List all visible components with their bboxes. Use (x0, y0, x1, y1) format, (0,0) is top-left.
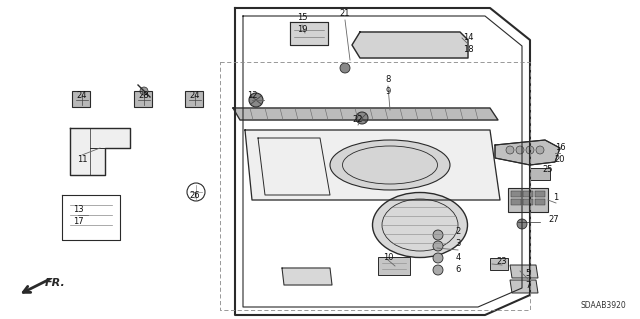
Text: 3: 3 (455, 239, 461, 248)
Text: 18: 18 (463, 44, 474, 54)
Circle shape (516, 146, 524, 154)
Circle shape (249, 93, 263, 107)
Polygon shape (510, 280, 538, 293)
Text: 17: 17 (73, 217, 83, 226)
Circle shape (536, 146, 544, 154)
Text: 16: 16 (555, 144, 565, 152)
Ellipse shape (330, 140, 450, 190)
Text: 7: 7 (525, 280, 531, 290)
Text: 19: 19 (297, 26, 307, 34)
Polygon shape (508, 188, 548, 212)
Text: 20: 20 (555, 154, 565, 164)
Polygon shape (233, 108, 498, 120)
Circle shape (433, 230, 443, 240)
Polygon shape (530, 168, 550, 180)
Bar (511, 199, 521, 205)
Bar (134, 91, 152, 107)
Text: 1: 1 (554, 194, 559, 203)
Bar (72, 91, 90, 107)
Circle shape (340, 63, 350, 73)
Polygon shape (490, 258, 508, 270)
Text: 28: 28 (139, 91, 149, 100)
Polygon shape (282, 268, 332, 285)
Text: 8: 8 (385, 76, 390, 85)
Text: 5: 5 (525, 270, 531, 278)
Bar (535, 191, 545, 197)
Text: 25: 25 (543, 166, 553, 174)
Text: 26: 26 (189, 190, 200, 199)
Circle shape (356, 112, 368, 124)
Bar (523, 199, 533, 205)
Text: 24: 24 (77, 91, 87, 100)
Bar (535, 199, 545, 205)
Text: 12: 12 (247, 91, 257, 100)
Polygon shape (495, 140, 560, 165)
Text: SDAAB3920: SDAAB3920 (580, 301, 626, 310)
Circle shape (140, 87, 148, 95)
Text: 10: 10 (383, 254, 393, 263)
Polygon shape (290, 22, 328, 45)
Circle shape (433, 253, 443, 263)
Text: 4: 4 (456, 254, 461, 263)
Text: 2: 2 (456, 227, 461, 236)
Bar (523, 191, 533, 197)
Text: 11: 11 (77, 155, 87, 165)
Circle shape (526, 146, 534, 154)
Text: 13: 13 (73, 205, 83, 214)
Circle shape (517, 219, 527, 229)
Circle shape (506, 146, 514, 154)
Text: 22: 22 (353, 115, 364, 124)
Text: 9: 9 (385, 86, 390, 95)
Polygon shape (245, 130, 500, 200)
Bar (511, 191, 521, 197)
Text: 21: 21 (340, 10, 350, 19)
Circle shape (433, 241, 443, 251)
Polygon shape (70, 128, 130, 175)
Ellipse shape (372, 192, 467, 257)
Text: 23: 23 (497, 257, 508, 266)
Text: 6: 6 (455, 264, 461, 273)
Text: 14: 14 (463, 33, 473, 42)
Polygon shape (510, 265, 538, 278)
Polygon shape (352, 32, 468, 58)
Polygon shape (378, 257, 410, 275)
Text: 15: 15 (297, 13, 307, 23)
Text: 24: 24 (189, 91, 200, 100)
Bar (185, 91, 203, 107)
Circle shape (433, 265, 443, 275)
Text: FR.: FR. (45, 278, 66, 288)
Text: 27: 27 (548, 216, 559, 225)
